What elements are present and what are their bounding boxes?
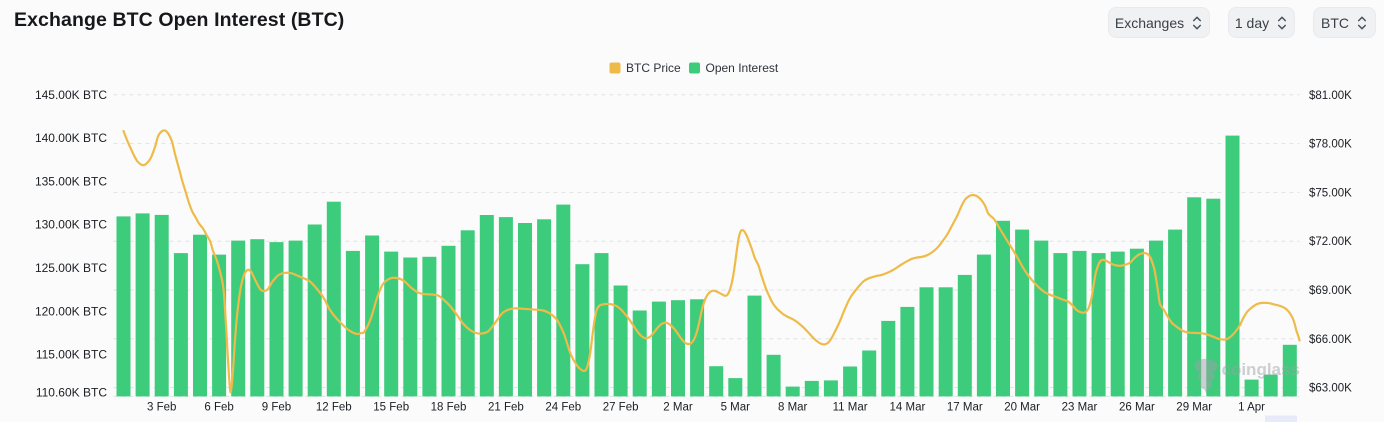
- svg-text:8 Mar: 8 Mar: [778, 402, 808, 414]
- svg-text:24 Feb: 24 Feb: [545, 402, 581, 414]
- svg-text:26 Mar: 26 Mar: [1119, 402, 1155, 414]
- svg-text:18 Feb: 18 Feb: [431, 402, 467, 414]
- svg-text:$66.00K: $66.00K: [1309, 334, 1352, 346]
- svg-text:5 Mar: 5 Mar: [721, 402, 751, 414]
- svg-text:115.00K BTC: 115.00K BTC: [36, 348, 107, 362]
- svg-text:20 Mar: 20 Mar: [1004, 402, 1040, 414]
- svg-text:Open Interest: Open Interest: [706, 61, 779, 75]
- svg-text:120.00K BTC: 120.00K BTC: [35, 304, 107, 318]
- svg-text:15 Feb: 15 Feb: [373, 402, 409, 414]
- svg-text:21 Feb: 21 Feb: [488, 402, 524, 414]
- svg-text:$72.00K: $72.00K: [1309, 236, 1352, 248]
- svg-text:140.00K BTC: 140.00K BTC: [35, 131, 107, 145]
- svg-text:$81.00K: $81.00K: [1309, 90, 1352, 102]
- svg-text:2 Mar: 2 Mar: [663, 402, 693, 414]
- svg-text:130.00K BTC: 130.00K BTC: [35, 218, 107, 232]
- svg-text:11 Mar: 11 Mar: [833, 402, 868, 414]
- svg-text:145.00K BTC: 145.00K BTC: [35, 88, 107, 102]
- svg-text:$78.00K: $78.00K: [1309, 139, 1352, 151]
- svg-text:6 Feb: 6 Feb: [204, 402, 233, 414]
- svg-text:17 Mar: 17 Mar: [947, 402, 983, 414]
- svg-text:BTC Price: BTC Price: [626, 61, 681, 75]
- svg-text:135.00K BTC: 135.00K BTC: [35, 174, 107, 188]
- svg-text:$63.00K: $63.00K: [1309, 383, 1352, 395]
- svg-text:27 Feb: 27 Feb: [603, 402, 639, 414]
- svg-text:9 Feb: 9 Feb: [262, 402, 291, 414]
- svg-text:110.60K BTC: 110.60K BTC: [36, 386, 107, 400]
- svg-text:23 Mar: 23 Mar: [1062, 402, 1098, 414]
- svg-text:14 Mar: 14 Mar: [890, 402, 926, 414]
- svg-text:1 Apr: 1 Apr: [1238, 402, 1265, 414]
- svg-text:125.00K BTC: 125.00K BTC: [35, 261, 107, 275]
- svg-text:coinglass: coinglass: [1222, 360, 1300, 379]
- svg-text:29 Mar: 29 Mar: [1176, 402, 1212, 414]
- svg-text:3 Feb: 3 Feb: [147, 402, 176, 414]
- svg-text:12 Feb: 12 Feb: [316, 402, 352, 414]
- svg-text:$75.00K: $75.00K: [1309, 187, 1352, 199]
- svg-text:$69.00K: $69.00K: [1309, 285, 1352, 297]
